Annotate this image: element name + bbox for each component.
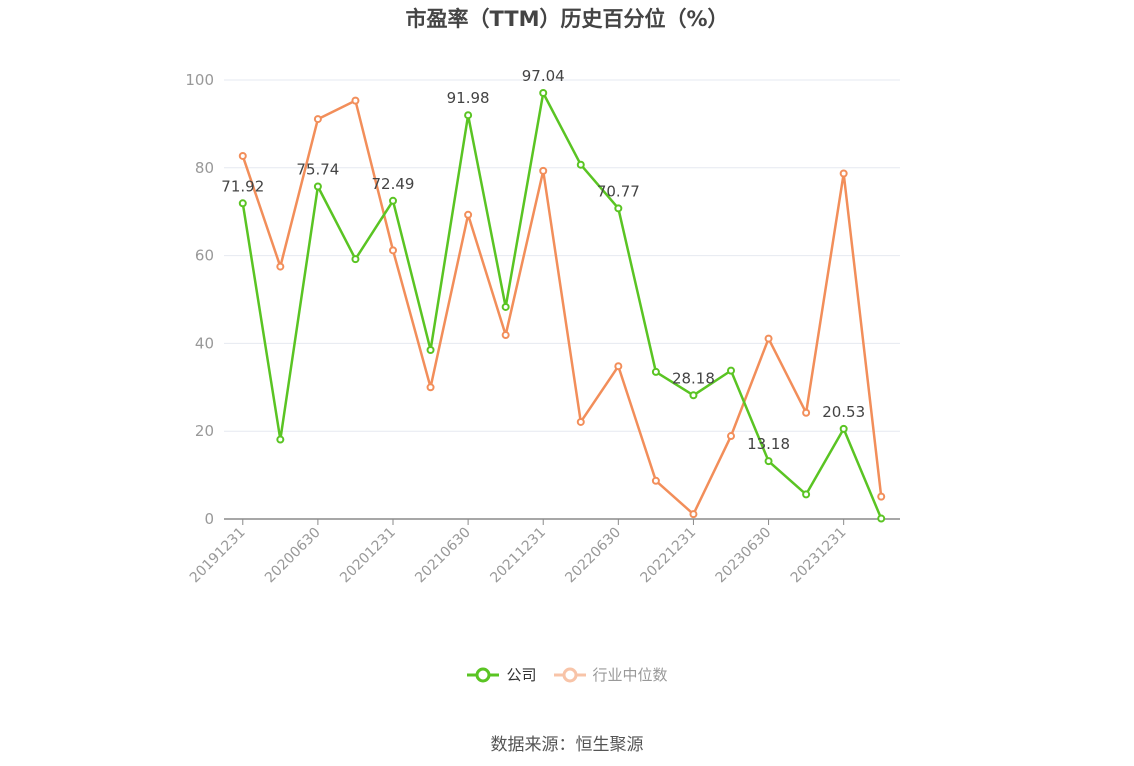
data-point[interactable] — [313, 115, 322, 124]
data-point[interactable] — [839, 424, 848, 433]
legend-marker-company-icon — [467, 667, 500, 682]
data-point[interactable] — [689, 391, 698, 400]
data-point[interactable] — [351, 255, 360, 264]
y-axis: 0 20 40 60 80 100 — [185, 71, 214, 528]
data-point[interactable] — [276, 262, 285, 271]
legend-label-company: 公司 — [506, 666, 537, 684]
data-point[interactable] — [464, 111, 473, 120]
data-point[interactable] — [389, 196, 397, 205]
y-tick-label: 20 — [195, 422, 214, 440]
data-point[interactable] — [689, 510, 698, 519]
data-point[interactable] — [764, 334, 773, 343]
data-point[interactable] — [238, 151, 247, 160]
data-point[interactable] — [351, 96, 360, 105]
data-point[interactable] — [802, 408, 811, 417]
data-point[interactable] — [576, 160, 585, 169]
data-point[interactable] — [464, 210, 473, 219]
data-point[interactable] — [501, 302, 510, 311]
data-point[interactable] — [539, 166, 548, 175]
y-tick-label: 60 — [195, 247, 214, 265]
x-tick-label: 20191231 — [187, 525, 249, 587]
data-point[interactable] — [877, 514, 886, 523]
data-point[interactable] — [877, 492, 886, 501]
legend-item-industry-median[interactable]: 行业中位数 — [553, 664, 668, 685]
y-tick-label: 40 — [195, 334, 214, 352]
data-label: 20.53 — [822, 403, 865, 421]
data-label: 28.18 — [672, 369, 715, 387]
y-tick-label: 80 — [195, 159, 214, 177]
data-point[interactable] — [727, 432, 735, 441]
data-point[interactable] — [426, 383, 435, 392]
x-tick-label: 20221231 — [638, 525, 700, 587]
data-point[interactable] — [238, 199, 247, 208]
x-tick-label: 20220630 — [562, 525, 624, 587]
series-line-0 — [241, 91, 883, 520]
data-label: 75.74 — [296, 161, 339, 179]
data-point[interactable] — [313, 182, 322, 191]
legend-label-industry-median: 行业中位数 — [592, 666, 668, 684]
data-point[interactable] — [426, 345, 435, 354]
data-point[interactable] — [727, 366, 735, 375]
data-point[interactable] — [651, 367, 660, 376]
legend-marker-industry-median-icon — [553, 667, 586, 682]
data-point[interactable] — [501, 331, 510, 340]
source-note: 数据来源：恒生聚源 — [490, 735, 644, 755]
data-point[interactable] — [276, 435, 285, 444]
data-point[interactable] — [802, 490, 811, 499]
data-point[interactable] — [614, 204, 623, 213]
data-label: 13.18 — [747, 435, 790, 453]
data-label: 71.92 — [221, 177, 264, 195]
x-tick-label: 20231231 — [788, 525, 850, 587]
data-point[interactable] — [839, 169, 848, 178]
data-point[interactable] — [764, 457, 773, 466]
legend-item-company[interactable]: 公司 — [466, 664, 537, 685]
data-label: 91.98 — [447, 89, 490, 107]
data-point[interactable] — [389, 246, 397, 255]
data-point[interactable] — [539, 88, 548, 97]
y-tick-label: 0 — [204, 510, 214, 528]
data-label: 72.49 — [372, 175, 415, 193]
x-tick-label: 20230630 — [713, 525, 775, 587]
data-label: 97.04 — [522, 67, 565, 85]
chart-title: 市盈率（TTM）历史百分位（%） — [405, 7, 729, 31]
grid-lines — [224, 79, 900, 432]
x-tick-label: 20211231 — [487, 525, 549, 587]
y-tick-label: 100 — [185, 71, 214, 89]
legend: 公司 行业中位数 — [0, 664, 1134, 685]
series-line-1 — [241, 99, 883, 516]
data-point[interactable] — [614, 362, 623, 371]
data-label: 70.77 — [597, 182, 640, 200]
x-tick-label: 20210630 — [412, 525, 474, 587]
data-labels: 71.92 75.74 72.49 91.98 97.04 70.77 28.18 13.18… — [221, 67, 865, 453]
data-point[interactable] — [576, 417, 585, 426]
series-lines — [238, 88, 886, 523]
data-point[interactable] — [651, 476, 660, 485]
x-axis: 20191231 20200630 20201231 20210630 20211231… — [187, 518, 900, 587]
x-tick-label: 20201231 — [337, 525, 399, 587]
x-tick-label: 20200630 — [262, 525, 324, 587]
